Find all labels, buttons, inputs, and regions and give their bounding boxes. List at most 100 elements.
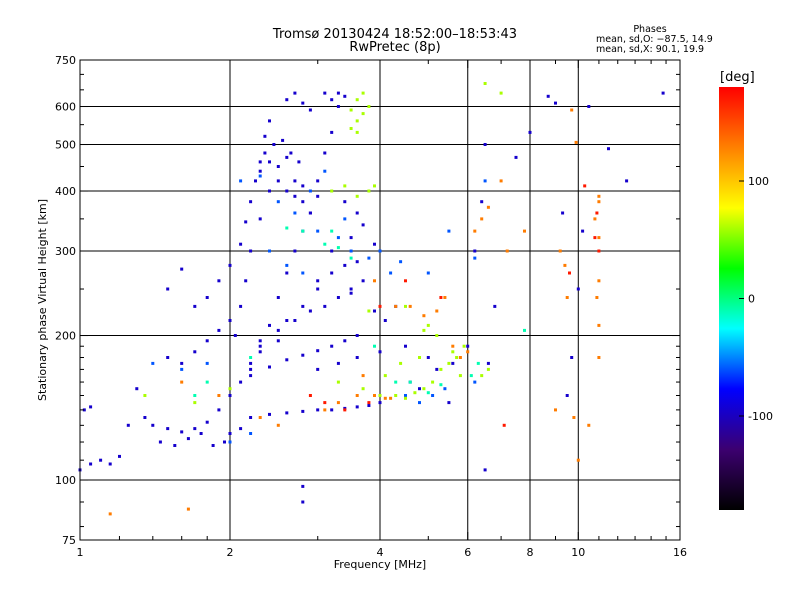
echo-point	[205, 380, 209, 384]
echo-point	[297, 160, 301, 164]
phase-info-o: mean, sd,O: −87.5, 14.9	[596, 34, 713, 45]
echo-point	[180, 361, 184, 365]
echo-point	[193, 304, 197, 308]
echo-point	[597, 236, 601, 240]
echo-point	[483, 82, 487, 85]
y-tick-label: 750	[55, 54, 76, 67]
echo-point	[258, 350, 262, 354]
echo-point	[258, 160, 262, 164]
echo-point	[546, 94, 550, 98]
x-tick-label: 8	[527, 546, 534, 559]
echo-point	[268, 323, 271, 327]
echo-point	[565, 394, 569, 397]
echo-point	[99, 458, 103, 462]
echo-point	[336, 361, 340, 365]
echo-point	[473, 249, 477, 253]
echo-point	[285, 411, 289, 415]
echo-point	[249, 432, 253, 435]
echo-point	[239, 427, 243, 431]
echo-point	[447, 229, 451, 233]
echo-point	[151, 361, 155, 365]
echo-point	[323, 151, 327, 155]
echo-point	[308, 309, 312, 313]
echo-point	[597, 249, 601, 253]
echo-point	[597, 279, 601, 283]
echo-point	[361, 223, 365, 227]
echo-point	[276, 339, 280, 343]
echo-point	[343, 339, 347, 343]
echo-point	[583, 184, 587, 188]
echo-point	[473, 380, 477, 384]
echo-point	[293, 194, 297, 198]
echo-point	[355, 394, 359, 397]
echo-point	[435, 334, 439, 337]
echo-point	[378, 350, 382, 354]
colorbar-tick-label: 0	[748, 293, 755, 306]
echo-point	[561, 211, 565, 215]
echo-point	[301, 484, 305, 488]
echo-point	[367, 401, 371, 405]
echo-point	[439, 296, 443, 299]
echo-point	[193, 350, 197, 354]
echo-point	[367, 189, 371, 193]
echo-point	[418, 401, 421, 405]
echo-point	[523, 229, 526, 233]
echo-point	[349, 287, 353, 291]
echo-point	[276, 165, 280, 168]
y-tick-label: 75	[62, 534, 76, 547]
echo-point	[151, 423, 155, 427]
echo-point	[180, 430, 184, 434]
echo-point	[323, 91, 327, 95]
echo-point	[239, 242, 243, 246]
echo-point	[293, 319, 297, 322]
echo-point	[249, 249, 253, 253]
echo-point	[422, 387, 426, 391]
echo-point	[323, 169, 327, 173]
x-tick-label: 6	[464, 546, 471, 559]
echo-point	[316, 279, 320, 283]
x-axis-label: Frequency [MHz]	[334, 558, 426, 571]
echo-point	[89, 462, 93, 466]
echo-point	[355, 405, 359, 409]
echo-point	[217, 408, 221, 412]
echo-point	[355, 194, 359, 198]
echo-point	[308, 189, 312, 193]
echo-point	[276, 179, 280, 183]
echo-point	[597, 323, 601, 327]
echo-point	[447, 401, 451, 405]
echo-point	[343, 408, 347, 412]
echo-point	[439, 367, 443, 371]
echo-point	[367, 256, 371, 260]
echo-point	[205, 361, 209, 365]
echo-point	[426, 323, 430, 327]
echo-point	[263, 151, 267, 155]
phase-info-x: mean, sd,X: 90.1, 19.9	[596, 44, 705, 55]
echo-point	[258, 344, 262, 348]
echo-point	[343, 184, 347, 188]
echo-point	[239, 179, 243, 183]
echo-point	[316, 194, 320, 198]
echo-point	[574, 140, 578, 144]
echo-point	[285, 189, 289, 193]
echo-point	[316, 349, 320, 353]
echo-point	[476, 361, 480, 365]
echo-point	[239, 304, 243, 308]
y-axis-label: Stationary phase Virtual Height [km]	[36, 199, 49, 401]
echo-point	[378, 394, 382, 397]
echo-point	[483, 143, 487, 146]
echo-point	[336, 236, 340, 240]
echo-point	[587, 423, 591, 427]
echo-point	[570, 356, 574, 359]
echo-point	[486, 367, 490, 371]
echo-point	[343, 94, 347, 98]
echo-point	[281, 138, 285, 142]
echo-point	[404, 396, 407, 400]
echo-point	[108, 462, 112, 466]
echo-point	[228, 387, 232, 391]
echo-point	[330, 344, 334, 348]
echo-point	[166, 287, 170, 291]
echo-point	[458, 356, 462, 359]
echo-point	[373, 394, 376, 397]
echo-point	[568, 271, 571, 275]
echo-point	[166, 427, 170, 431]
